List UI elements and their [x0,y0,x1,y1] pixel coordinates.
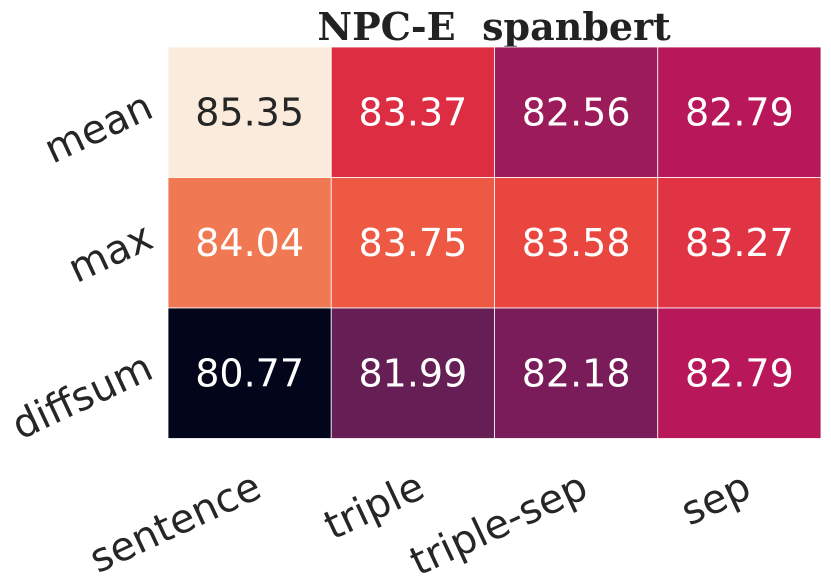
heatmap-cell-max-sep [657,177,822,309]
data-label-max-triple-sep: 83.58 [522,221,631,265]
data-label-diffsum-triple: 81.99 [358,351,467,395]
heatmap-cell-mean-triple [330,46,495,178]
x-tick-label-sentence: sentence [83,463,268,582]
x-tick-label-triple: triple [317,463,431,549]
data-label-max-sentence: 84.04 [195,221,304,265]
data-label-mean-sep: 82.79 [685,90,794,134]
data-label-max-sep: 83.27 [685,221,794,265]
x-tick-label-sep: sep [674,463,758,535]
data-label-diffsum-sentence: 80.77 [195,351,304,395]
heatmap-cell-max-sentence [167,177,332,309]
heatmap-cell-diffsum-triple [330,307,495,439]
y-tick-label-mean: mean [37,83,159,173]
y-tick-labels: mean max diffsum [5,83,160,449]
heatmap-cell-mean-sep [657,46,822,178]
heatmap-cells: 85.35 83.37 82.56 82.79 84.04 83.75 83.58 83.27… [167,46,822,439]
data-label-diffsum-sep: 82.79 [685,351,794,395]
data-label-diffsum-triple-sep: 82.18 [522,351,631,395]
data-label-max-triple: 83.75 [358,221,467,265]
x-tick-label-triple-sep: triple-sep [403,463,594,585]
y-tick-label-max: max [61,214,159,293]
heatmap-cell-max-triple-sep [494,177,659,309]
data-label-mean-triple-sep: 82.56 [522,90,631,134]
heatmap-cell-mean-triple-sep [494,46,659,178]
chart-title: NPC-E spanbert [317,4,671,49]
heatmap-cell-diffsum-sep [657,307,822,439]
heatmap-cell-mean-sentence [167,46,332,178]
heatmap-cell-max-triple [330,177,495,309]
heatmap-cell-diffsum-sentence [167,307,332,439]
y-tick-label-diffsum: diffsum [5,344,160,449]
data-label-mean-sentence: 85.35 [195,90,304,134]
data-label-mean-triple: 83.37 [358,90,467,134]
